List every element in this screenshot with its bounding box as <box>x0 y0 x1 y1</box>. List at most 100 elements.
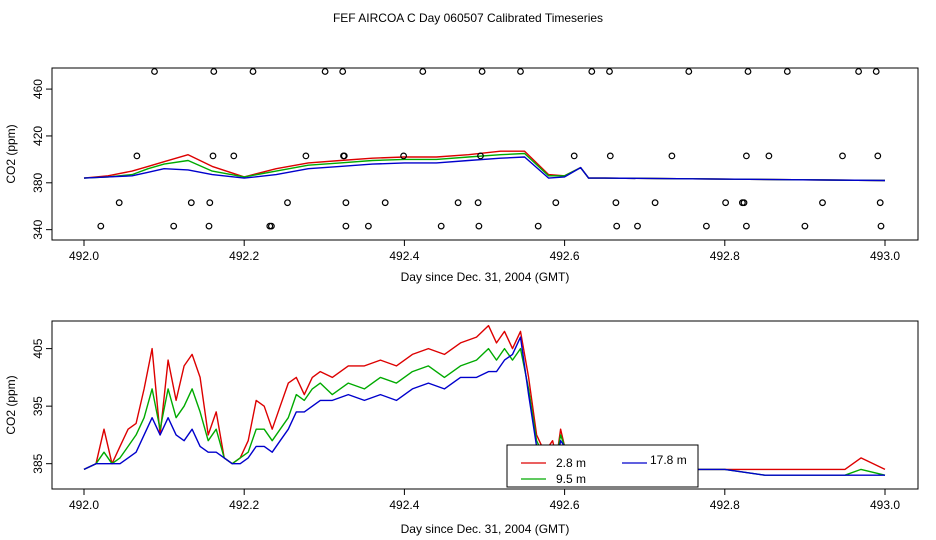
data-point <box>872 68 880 75</box>
data-point <box>668 152 676 160</box>
legend-box <box>506 444 699 488</box>
data-point <box>209 152 217 160</box>
x-tick-label: 492.2 <box>229 249 259 263</box>
series-group-top <box>83 150 886 182</box>
y-tick-label: 340 <box>31 219 45 239</box>
data-point <box>302 152 310 160</box>
data-point <box>151 68 158 75</box>
data-point <box>437 222 445 230</box>
data-point <box>517 68 524 75</box>
data-point <box>210 68 218 75</box>
data-point <box>855 68 862 75</box>
data-point <box>342 199 350 207</box>
y-tick-label: 460 <box>31 79 45 99</box>
data-point <box>612 199 620 207</box>
y-tick-label: 405 <box>31 338 45 358</box>
data-point <box>454 199 462 207</box>
data-point <box>419 68 427 75</box>
data-point <box>783 68 791 75</box>
legend: 2.8 m 9.5 m 17.8 m <box>506 444 699 488</box>
data-point <box>613 222 621 230</box>
data-point <box>474 199 482 207</box>
data-point <box>478 68 486 75</box>
data-point <box>268 222 275 230</box>
panel-top: 492.0 492.2 492.4 492.6 492.8 493.0 340 380 420… <box>4 67 919 284</box>
data-point <box>365 222 372 230</box>
data-point <box>819 199 826 207</box>
legend-label-2.8m: 2.8 m <box>556 456 586 470</box>
x-tick-label: 492.6 <box>550 249 580 263</box>
x-tick-label: 492.2 <box>229 498 259 512</box>
x-tick-label: 492.4 <box>389 498 419 512</box>
data-point <box>570 152 578 160</box>
data-point <box>588 68 596 75</box>
data-point <box>743 222 750 230</box>
figure-title: FEF AIRCOA C Day 060507 Calibrated Times… <box>333 11 603 25</box>
series-line-9.5m <box>83 152 886 182</box>
y-axis-label-bottom: CO2 (ppm) <box>4 375 18 434</box>
data-point <box>342 222 350 230</box>
x-axis-bottom: 492.0 492.2 492.4 492.6 492.8 493.0 <box>69 488 900 512</box>
x-tick-label: 492.0 <box>69 249 99 263</box>
plot-frame-bottom <box>51 320 919 490</box>
x-axis-label-bottom: Day since Dec. 31, 2004 (GMT) <box>401 522 570 536</box>
data-point <box>97 222 105 230</box>
legend-label-17.8m: 17.8 m <box>650 453 687 467</box>
panel-bottom: 492.0 492.2 492.4 492.6 492.8 493.0 385 395 405… <box>4 320 919 536</box>
x-tick-label: 492.8 <box>710 249 740 263</box>
data-point <box>685 68 693 75</box>
data-point <box>765 152 773 160</box>
plot-frame-top <box>51 67 919 241</box>
series-line-2.8m <box>83 324 886 471</box>
data-point <box>133 152 141 160</box>
data-point <box>606 152 614 160</box>
data-point <box>534 222 542 230</box>
x-tick-label: 492.0 <box>69 498 99 512</box>
y-axis-bottom: 385 395 405 <box>31 338 53 474</box>
data-point <box>722 199 729 207</box>
data-point <box>801 222 809 230</box>
data-point <box>115 199 123 207</box>
data-point <box>874 152 882 160</box>
data-point <box>381 199 389 207</box>
data-point <box>552 199 560 207</box>
x-tick-label: 493.0 <box>870 498 900 512</box>
y-axis-top: 340 380 420 460 <box>31 79 53 240</box>
data-point <box>400 152 408 160</box>
y-axis-label-top: CO2 (ppm) <box>4 124 18 183</box>
y-tick-label: 385 <box>31 453 45 473</box>
data-point <box>230 152 238 160</box>
points-group-top <box>97 68 885 230</box>
x-axis-top: 492.0 492.2 492.4 492.6 492.8 493.0 <box>69 239 900 263</box>
x-tick-label: 492.4 <box>389 249 419 263</box>
x-tick-label: 492.6 <box>550 498 580 512</box>
data-point <box>877 222 885 230</box>
x-tick-label: 492.8 <box>710 498 740 512</box>
y-tick-label: 420 <box>31 126 45 146</box>
legend-label-9.5m: 9.5 m <box>556 472 586 486</box>
data-point <box>205 222 213 230</box>
data-point <box>634 222 641 230</box>
x-tick-label: 493.0 <box>870 249 900 263</box>
data-point <box>475 222 483 230</box>
y-tick-label: 395 <box>31 396 45 416</box>
data-point <box>170 222 178 230</box>
y-tick-label: 380 <box>31 172 45 192</box>
data-point <box>249 68 257 75</box>
series-line-9.5m <box>83 347 886 476</box>
x-axis-label-top: Day since Dec. 31, 2004 (GMT) <box>401 270 570 284</box>
series-line-17.8m <box>83 156 886 182</box>
data-point <box>187 199 195 207</box>
data-point <box>284 199 291 207</box>
data-point <box>321 68 329 75</box>
data-point <box>651 199 659 207</box>
data-point <box>339 68 347 75</box>
data-point <box>744 68 752 75</box>
data-point <box>340 152 348 160</box>
data-point <box>876 199 884 207</box>
data-point <box>477 152 484 160</box>
data-point <box>606 68 613 75</box>
data-point <box>703 222 710 230</box>
